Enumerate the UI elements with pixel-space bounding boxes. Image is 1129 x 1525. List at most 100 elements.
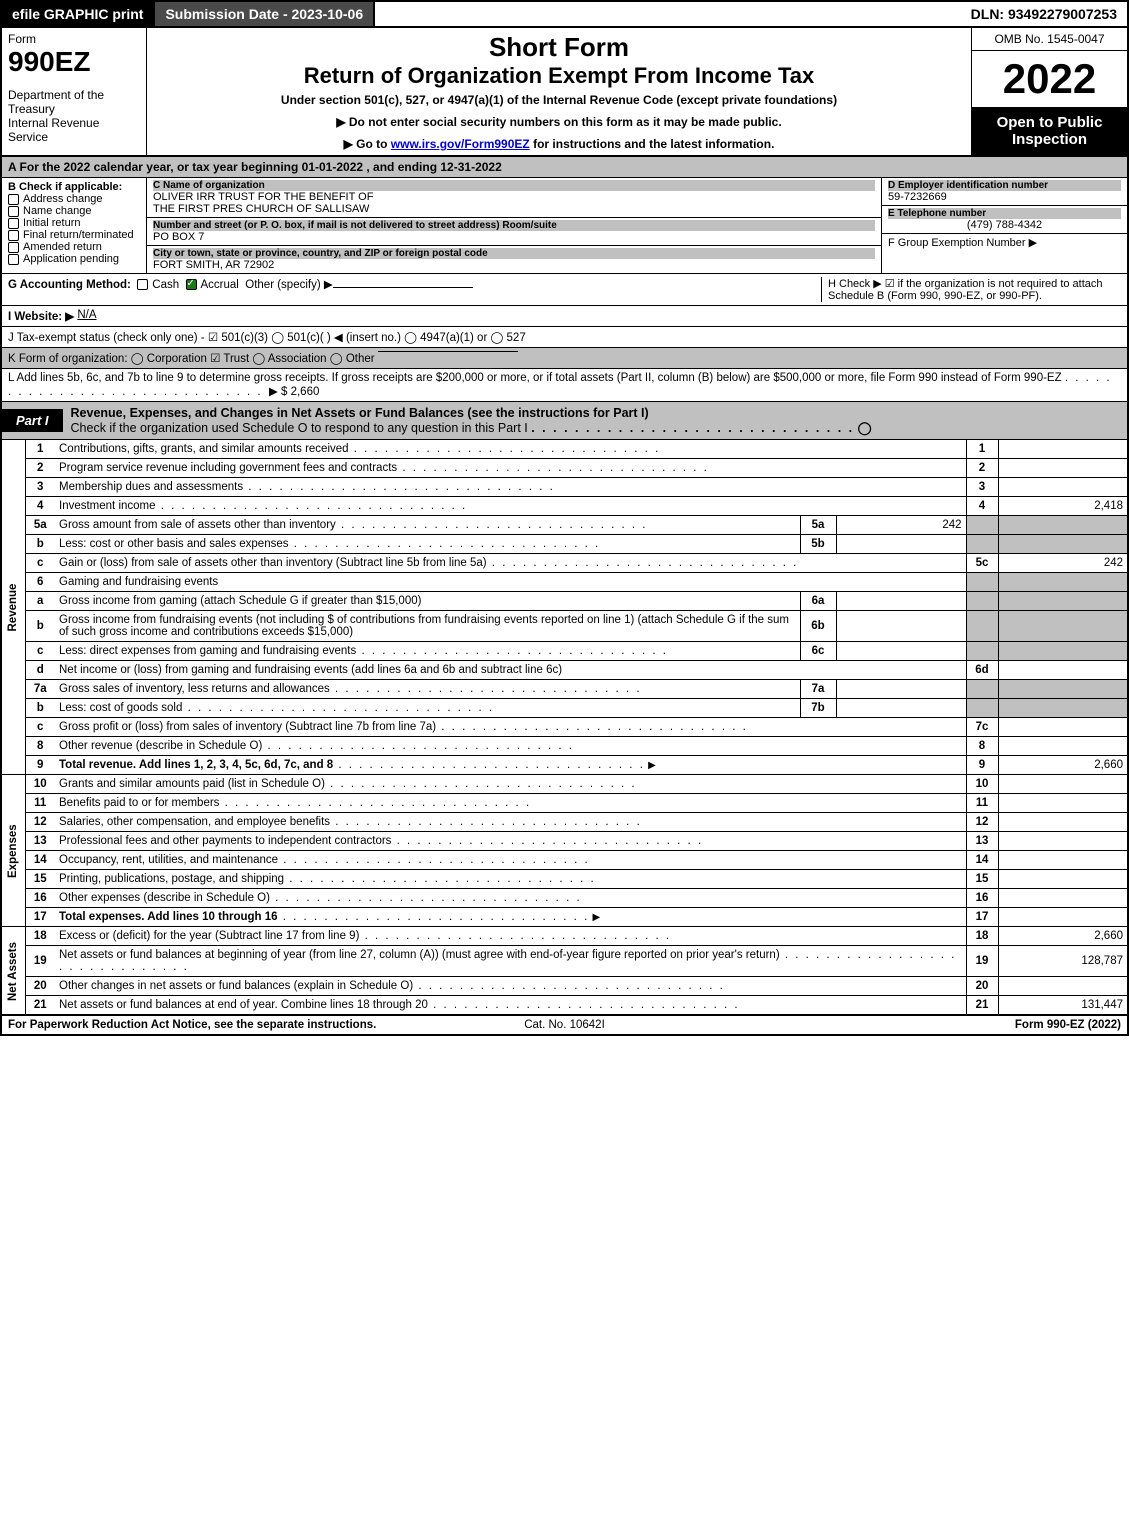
note2-pre: ▶ Go to bbox=[344, 137, 391, 151]
form-number: 990EZ bbox=[8, 46, 140, 78]
line-7b: bLess: cost of goods sold 7b bbox=[1, 699, 1128, 718]
chk-initial-return[interactable] bbox=[8, 218, 19, 229]
line-13: 13Professional fees and other payments t… bbox=[1, 832, 1128, 851]
line-6c: cLess: direct expenses from gaming and f… bbox=[1, 642, 1128, 661]
line-4: 4Investment income 42,418 bbox=[1, 497, 1128, 516]
val bbox=[998, 775, 1128, 794]
desc: Net income or (loss) from gaming and fun… bbox=[59, 664, 562, 676]
mini-val bbox=[836, 699, 966, 718]
row-l: L Add lines 5b, 6c, and 7b to line 9 to … bbox=[0, 369, 1129, 402]
line-18: Net Assets 18Excess or (deficit) for the… bbox=[1, 927, 1128, 946]
desc: Gross income from fundraising events (no… bbox=[59, 614, 789, 638]
line-8: 8Other revenue (describe in Schedule O) … bbox=[1, 737, 1128, 756]
desc: Investment income bbox=[59, 500, 156, 512]
form-header: Form 990EZ Department of the Treasury In… bbox=[0, 28, 1129, 157]
chk-final-return[interactable] bbox=[8, 230, 19, 241]
revenue-label: Revenue bbox=[1, 440, 25, 775]
chk-application-pending[interactable] bbox=[8, 254, 19, 265]
row-g: G Accounting Method: Cash Accrual Other … bbox=[8, 277, 821, 291]
val bbox=[998, 440, 1128, 459]
line-9: 9Total revenue. Add lines 1, 2, 3, 4, 5c… bbox=[1, 756, 1128, 775]
netassets-label: Net Assets bbox=[1, 927, 25, 1015]
val bbox=[998, 908, 1128, 927]
line-5a: 5aGross amount from sale of assets other… bbox=[1, 516, 1128, 535]
b-item: Address change bbox=[23, 193, 103, 205]
efile-print-button[interactable]: efile GRAPHIC print bbox=[2, 2, 153, 26]
chk-cash[interactable] bbox=[137, 279, 148, 290]
opt-other: Other (specify) ▶ bbox=[245, 279, 332, 291]
short-form-label: Short Form bbox=[155, 32, 963, 63]
form-meta-block: OMB No. 1545-0047 2022 Open to Public In… bbox=[972, 28, 1127, 155]
val bbox=[998, 661, 1128, 680]
desc: Printing, publications, postage, and shi… bbox=[59, 873, 284, 885]
opt-accrual: Accrual bbox=[201, 279, 239, 291]
chk-accrual[interactable] bbox=[186, 279, 197, 290]
line-7c: cGross profit or (loss) from sales of in… bbox=[1, 718, 1128, 737]
dept-label: Department of the Treasury Internal Reve… bbox=[8, 88, 140, 144]
val: 242 bbox=[998, 554, 1128, 573]
other-blank bbox=[333, 287, 473, 288]
val bbox=[998, 977, 1128, 996]
part1-table: Revenue 1 Contributions, gifts, grants, … bbox=[0, 440, 1129, 1015]
desc: Total expenses. Add lines 10 through 16 bbox=[59, 911, 278, 923]
tax-year: 2022 bbox=[972, 51, 1127, 108]
ln: 1 bbox=[25, 440, 55, 459]
footer-right: Form 990-EZ (2022) bbox=[750, 1019, 1121, 1031]
b-item: Amended return bbox=[23, 241, 102, 253]
part1-tag: Part I bbox=[2, 409, 63, 432]
val: 128,787 bbox=[998, 946, 1128, 977]
chk-amended-return[interactable] bbox=[8, 242, 19, 253]
f-group-label: F Group Exemption Number ▶ bbox=[888, 236, 1121, 249]
line-20: 20Other changes in net assets or fund ba… bbox=[1, 977, 1128, 996]
website-value: N/A bbox=[77, 309, 96, 321]
line-5b: bLess: cost or other basis and sales exp… bbox=[1, 535, 1128, 554]
irs-link[interactable]: www.irs.gov/Form990EZ bbox=[391, 137, 530, 151]
part1-check-val: ◯ bbox=[858, 421, 872, 435]
desc: Professional fees and other payments to … bbox=[59, 835, 391, 847]
row-k: K Form of organization: ◯ Corporation ☑ … bbox=[0, 348, 1129, 369]
desc: Gross sales of inventory, less returns a… bbox=[59, 683, 330, 695]
opt-cash: Cash bbox=[152, 279, 179, 291]
spacer bbox=[375, 2, 961, 26]
instructions-link-row: ▶ Go to www.irs.gov/Form990EZ for instru… bbox=[155, 137, 963, 151]
section-def: D Employer identification number 59-7232… bbox=[882, 178, 1127, 273]
form-id-block: Form 990EZ Department of the Treasury In… bbox=[2, 28, 147, 155]
mini-val bbox=[836, 535, 966, 554]
num: 1 bbox=[966, 440, 998, 459]
desc: Gross income from gaming (attach Schedul… bbox=[59, 595, 421, 607]
i-label: I Website: ▶ bbox=[8, 309, 74, 323]
form-title-block: Short Form Return of Organization Exempt… bbox=[147, 28, 972, 155]
org-address: PO BOX 7 bbox=[153, 231, 875, 243]
part1-header: Part I Revenue, Expenses, and Changes in… bbox=[0, 402, 1129, 440]
mini-val bbox=[836, 611, 966, 642]
b-item: Name change bbox=[23, 205, 92, 217]
expenses-label: Expenses bbox=[1, 775, 25, 927]
ssn-warning: ▶ Do not enter social security numbers o… bbox=[155, 115, 963, 129]
mini-val bbox=[836, 642, 966, 661]
val bbox=[998, 851, 1128, 870]
desc: Grants and similar amounts paid (list in… bbox=[59, 778, 325, 790]
desc: Other expenses (describe in Schedule O) bbox=[59, 892, 270, 904]
desc: Contributions, gifts, grants, and simila… bbox=[59, 443, 349, 455]
org-name: OLIVER IRR TRUST FOR THE BENEFIT OF THE … bbox=[153, 191, 875, 215]
desc: Membership dues and assessments bbox=[59, 481, 243, 493]
desc: Gross profit or (loss) from sales of inv… bbox=[59, 721, 436, 733]
desc: Less: cost of goods sold bbox=[59, 702, 182, 714]
line-1: Revenue 1 Contributions, gifts, grants, … bbox=[1, 440, 1128, 459]
desc: Other changes in net assets or fund bala… bbox=[59, 980, 413, 992]
line-15: 15Printing, publications, postage, and s… bbox=[1, 870, 1128, 889]
val: 2,660 bbox=[998, 927, 1128, 946]
mini-val bbox=[836, 592, 966, 611]
line-6a: aGross income from gaming (attach Schedu… bbox=[1, 592, 1128, 611]
chk-name-change[interactable] bbox=[8, 206, 19, 217]
val bbox=[998, 794, 1128, 813]
l-amount: ▶ $ 2,660 bbox=[269, 386, 319, 398]
line-6: 6Gaming and fundraising events bbox=[1, 573, 1128, 592]
chk-address-change[interactable] bbox=[8, 194, 19, 205]
part1-title-text: Revenue, Expenses, and Changes in Net As… bbox=[71, 406, 649, 420]
row-g-h: G Accounting Method: Cash Accrual Other … bbox=[0, 274, 1129, 306]
org-city: FORT SMITH, AR 72902 bbox=[153, 259, 875, 271]
line-16: 16Other expenses (describe in Schedule O… bbox=[1, 889, 1128, 908]
mini-val bbox=[836, 680, 966, 699]
val bbox=[998, 832, 1128, 851]
